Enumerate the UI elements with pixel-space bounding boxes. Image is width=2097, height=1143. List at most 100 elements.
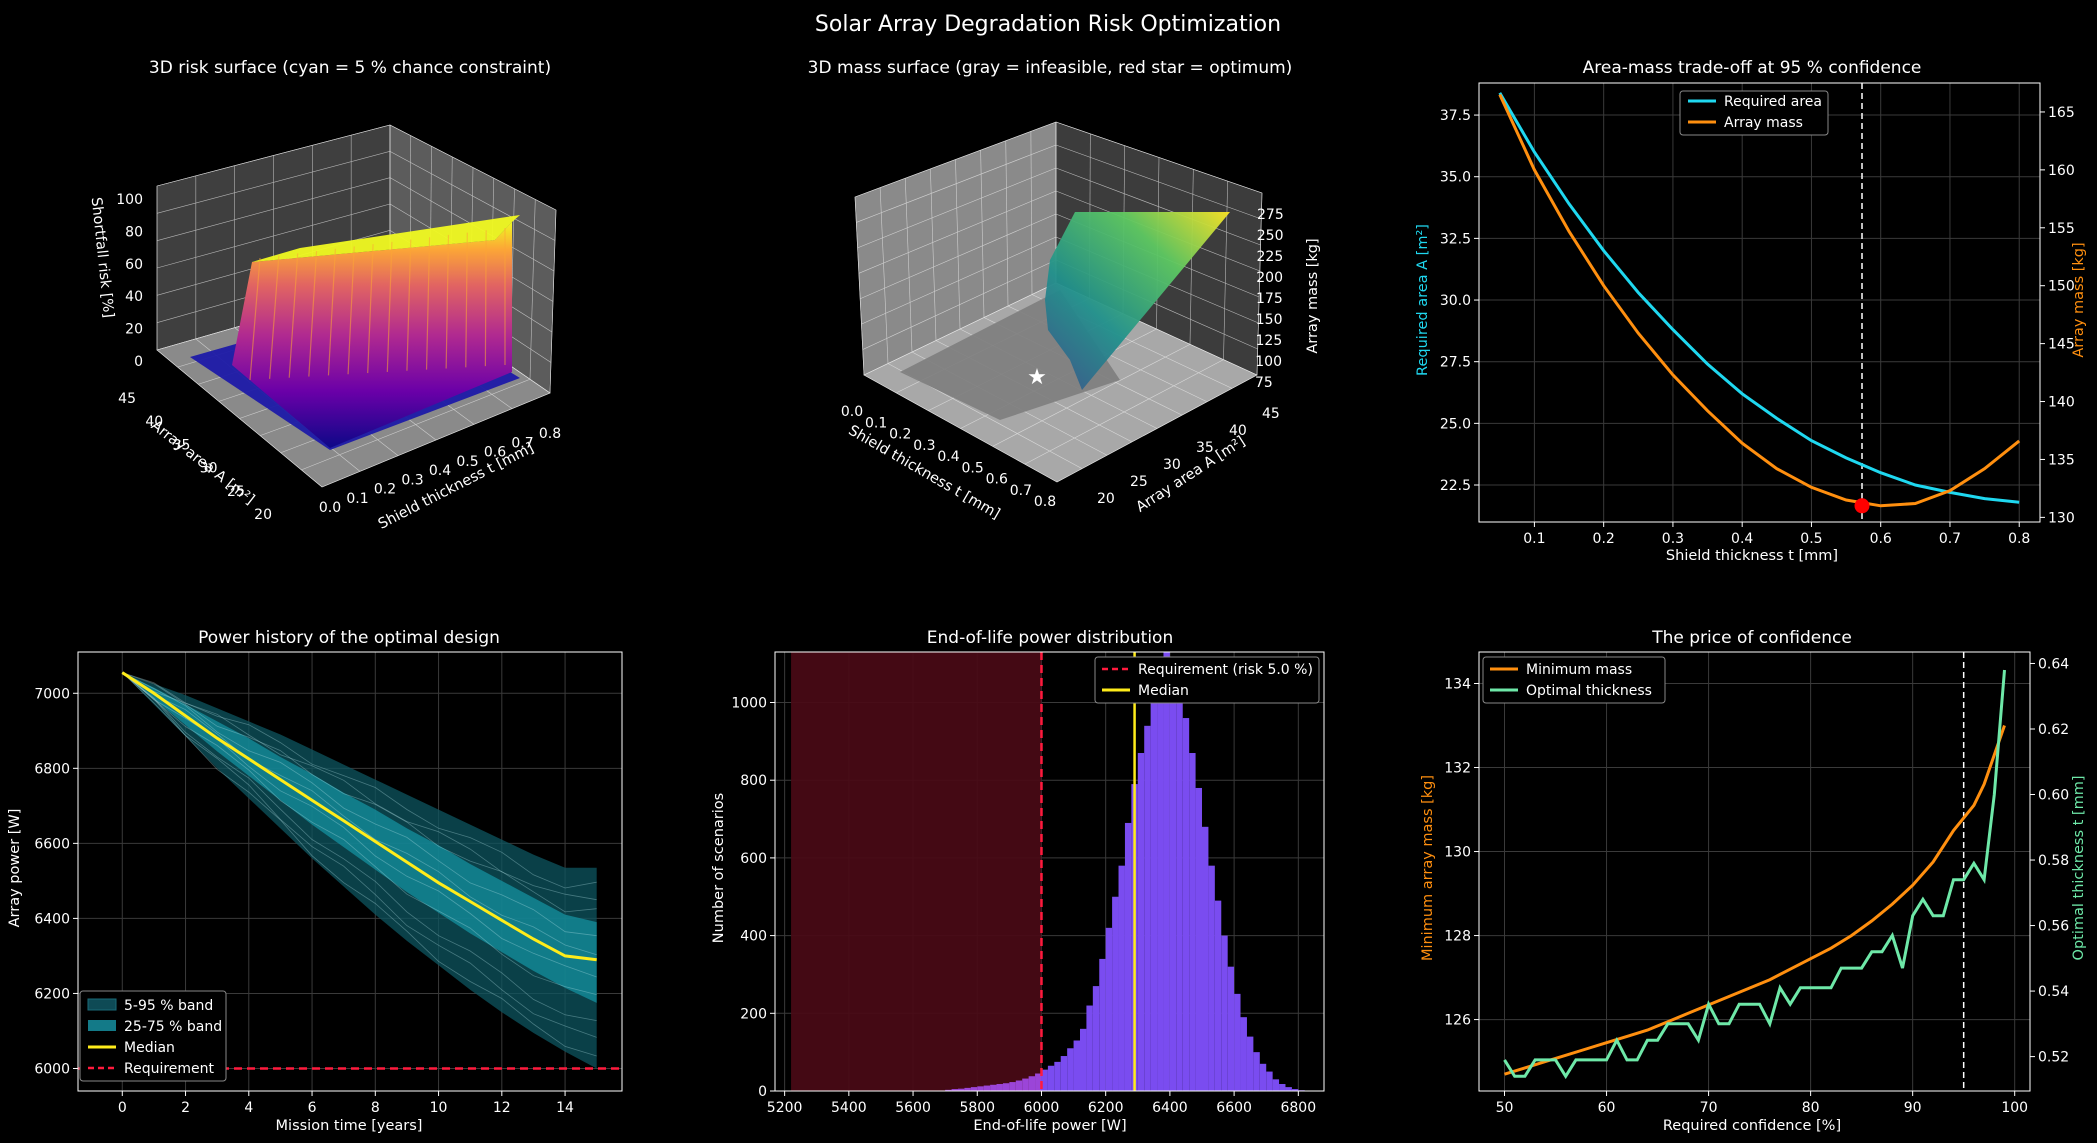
risk-surface-top bbox=[252, 215, 520, 262]
histogram-bar bbox=[1009, 1082, 1016, 1091]
x-tick-label: 6600 bbox=[1216, 1100, 1252, 1116]
risk-x-tick-label: 0.1 bbox=[346, 491, 368, 507]
x-tick-label: 12 bbox=[493, 1100, 511, 1116]
x-tick-label: 10 bbox=[430, 1100, 448, 1116]
risk-y-tick-label: 40 bbox=[145, 414, 163, 430]
histogram-bar bbox=[1202, 826, 1209, 1091]
x-tick-label: 0.2 bbox=[1593, 531, 1615, 547]
histogram-bar bbox=[996, 1084, 1003, 1091]
mass-x-tick-label: 0.8 bbox=[1034, 494, 1056, 510]
scenario-trace bbox=[122, 672, 597, 1057]
risk-surface-panel: 3D risk surface (cyan = 5 % chance const… bbox=[88, 58, 561, 533]
histogram-bar bbox=[1279, 1084, 1286, 1091]
tradeoff-title: Area-mass trade-off at 95 % confidence bbox=[1583, 58, 1922, 78]
x-tick-label: 60 bbox=[1598, 1100, 1616, 1116]
mass-z-tick-label: 75 bbox=[1255, 375, 1273, 391]
price-y-label: Minimum array mass [kg] bbox=[1420, 775, 1436, 961]
pane-gridline bbox=[879, 187, 889, 364]
x-tick-label: 70 bbox=[1700, 1100, 1718, 1116]
risk-y-tick-label: 30 bbox=[200, 461, 218, 477]
pane-gridline bbox=[156, 151, 391, 214]
mass-y-tick-label: 25 bbox=[1130, 474, 1148, 490]
pane-gridline bbox=[860, 213, 1057, 299]
x-tick-label: 8 bbox=[371, 1100, 380, 1116]
y-tick-label: 6000 bbox=[34, 1061, 70, 1077]
risk-surface-ridges bbox=[249, 228, 506, 381]
pane-gridline bbox=[904, 178, 913, 353]
power-history-plot: 0 2 4 6 8 10 12 14 6000 6200 6400 6600 6800 7000 bbox=[34, 651, 623, 1116]
y2-tick-label: 145 bbox=[2048, 337, 2075, 353]
histogram-bar bbox=[1182, 718, 1190, 1091]
risk-y-tick-label: 25 bbox=[227, 484, 245, 500]
histogram-bar bbox=[1112, 896, 1119, 1091]
tradeoff-plot: 0.1 0.2 0.3 0.4 0.5 0.6 0.7 0.8 22.5 25.0 27.5 30.0… bbox=[1440, 82, 2075, 547]
histogram-bar bbox=[1234, 993, 1241, 1091]
pane-gridline bbox=[301, 378, 531, 471]
risk-ridge-line bbox=[425, 237, 431, 370]
x-tick-label: 2 bbox=[181, 1100, 190, 1116]
scenario-trace bbox=[122, 672, 597, 1038]
y-tick-label: 27.5 bbox=[1440, 355, 1471, 371]
histogram-bar bbox=[1208, 865, 1215, 1091]
risk-x-tick-label: 0.5 bbox=[456, 454, 478, 470]
histogram-bar bbox=[1086, 1005, 1093, 1091]
y-tick-label: 200 bbox=[740, 1006, 767, 1022]
legend-band-5-95: 5-95 % band bbox=[124, 998, 213, 1014]
risk-z-tick-label: 80 bbox=[125, 224, 143, 240]
scenario-trace bbox=[122, 672, 597, 889]
power-history-title: Power history of the optimal design bbox=[198, 628, 500, 648]
price-y2-label: Optimal thickness t [mm] bbox=[2071, 776, 2087, 961]
histogram-bar bbox=[1227, 966, 1235, 1091]
pane-gridline bbox=[955, 159, 961, 330]
histogram-bar bbox=[1067, 1048, 1074, 1091]
risk-ridge-line bbox=[249, 257, 261, 381]
figure-title: Solar Array Degradation Risk Optimizatio… bbox=[815, 12, 1281, 37]
x-tick-label: 0.7 bbox=[1939, 531, 1961, 547]
scenario-trace bbox=[122, 672, 597, 901]
pane-gridline bbox=[1256, 192, 1263, 376]
mass-y-label: Array area A [m²] bbox=[1133, 434, 1248, 516]
price-confidence-plot: 50 60 70 80 90 100 126 128 130 132 134 0.52 0.54 0.56… bbox=[1444, 651, 2069, 1116]
pane-gridline bbox=[854, 121, 1057, 198]
risk-ridge-line bbox=[288, 253, 299, 378]
x-tick-label: 0.4 bbox=[1731, 531, 1753, 547]
scenario-trace bbox=[122, 672, 597, 956]
x-tick-label: 5200 bbox=[767, 1100, 803, 1116]
risk-surface-wall bbox=[232, 222, 512, 448]
plot-frame bbox=[774, 651, 1325, 1092]
y-tick-label: 134 bbox=[1444, 677, 1471, 693]
risk-surface-title: 3D risk surface (cyan = 5 % chance const… bbox=[149, 58, 551, 78]
y-tick-label: 35.0 bbox=[1440, 170, 1471, 186]
mass-x-tick-label: 0.2 bbox=[889, 427, 911, 443]
histogram-bar bbox=[1144, 725, 1151, 1091]
histogram-bar bbox=[1240, 1017, 1247, 1091]
y2-tick-label: 0.54 bbox=[2038, 984, 2069, 1000]
required-area-line bbox=[1498, 92, 2020, 504]
mass-y-tick-label: 35 bbox=[1196, 440, 1214, 456]
risk-y-tick-label: 35 bbox=[173, 437, 191, 453]
legend-minimum-mass: Minimum mass bbox=[1526, 662, 1632, 678]
mass-feasible-surface bbox=[1045, 212, 1230, 390]
legend-array-mass: Array mass bbox=[1724, 115, 1803, 131]
histogram-bar bbox=[1157, 683, 1164, 1091]
pane-gridline bbox=[1055, 167, 1261, 246]
pane-gridline bbox=[156, 177, 391, 241]
histogram-bar bbox=[958, 1088, 965, 1091]
mass-z-tick-label: 200 bbox=[1256, 270, 1283, 286]
legend-eol-median: Median bbox=[1138, 683, 1189, 699]
optimal-thickness-line bbox=[1503, 669, 2006, 1080]
risk-ridge-line bbox=[327, 248, 336, 376]
y2-tick-label: 140 bbox=[2048, 395, 2075, 411]
pane-gridline bbox=[1223, 181, 1228, 360]
y2-tick-label: 0.58 bbox=[2038, 853, 2069, 869]
risk-region bbox=[791, 652, 1042, 1091]
y2-tick-label: 155 bbox=[2048, 221, 2075, 237]
mass-z-tick-label: 225 bbox=[1257, 249, 1284, 265]
price-confidence-panel: The price of confidence 50 60 70 80 90 100 126… bbox=[1420, 628, 2087, 1134]
risk-z-tick-label: 60 bbox=[125, 257, 143, 273]
risk-x-tick-label: 0.7 bbox=[511, 435, 533, 451]
histogram-bar bbox=[1105, 927, 1113, 1091]
legend-required-area: Required area bbox=[1724, 94, 1822, 110]
eol-distribution-panel: End-of-life power distribution 5200 5400 5… bbox=[711, 628, 1325, 1134]
